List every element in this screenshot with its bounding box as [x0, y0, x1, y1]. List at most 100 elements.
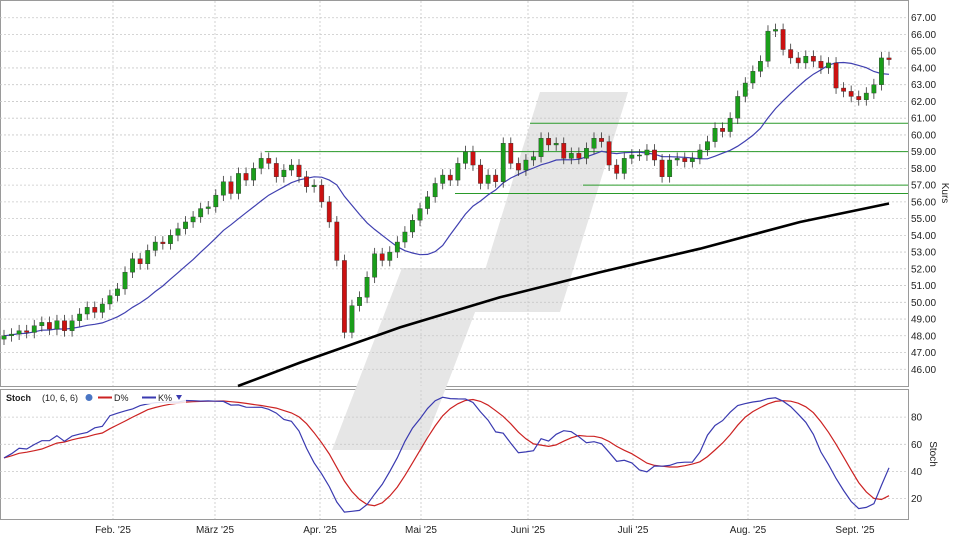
price-tick-label: 62.00 [911, 97, 936, 108]
candle-body [599, 138, 604, 142]
candle [795, 52, 801, 69]
candle-body [319, 184, 325, 203]
candle [833, 57, 839, 94]
candle-body [515, 163, 521, 171]
legend-dropdown-icon [176, 395, 182, 400]
candle [115, 283, 120, 302]
candle-body [682, 158, 688, 162]
price-tick-label: 57.00 [911, 181, 936, 192]
price-axis: 46.00 47.00 48.00 49.00 50.00 51.00 52.00 53.00… [911, 13, 936, 376]
candle-body [795, 57, 801, 64]
candle [183, 216, 188, 235]
candle [546, 132, 552, 151]
price-tick-label: 65.00 [911, 47, 936, 58]
candle [190, 211, 196, 228]
candle [863, 87, 869, 106]
candle-body [614, 164, 620, 174]
candle-body [379, 253, 385, 261]
candle [599, 132, 604, 148]
candle-body [810, 56, 816, 62]
candle-body [341, 260, 347, 333]
candle [773, 23, 778, 37]
candle-body [137, 258, 143, 265]
price-tick-label: 47.00 [911, 348, 936, 359]
candle [689, 152, 695, 168]
candle [614, 159, 620, 180]
candle-body [372, 253, 378, 278]
candle [394, 236, 400, 258]
candle [220, 175, 226, 202]
candle-body [788, 49, 794, 59]
candle [410, 214, 415, 238]
candle-body [493, 174, 499, 182]
candle [515, 157, 521, 176]
candle-body [576, 153, 582, 159]
candle-body [425, 196, 430, 209]
candle [553, 137, 559, 151]
candle [848, 85, 854, 103]
candle-body [455, 163, 461, 181]
price-tick-label: 52.00 [911, 264, 936, 275]
candle-body [523, 159, 529, 171]
candle-body [674, 158, 680, 161]
stoch-tick-label: 20 [911, 494, 923, 505]
candle [485, 169, 491, 190]
candle [99, 298, 105, 319]
candle-body [841, 87, 847, 92]
candle [122, 266, 128, 295]
candle [697, 144, 703, 165]
candle-body [251, 168, 257, 181]
candle-body [440, 174, 446, 184]
candle [372, 247, 378, 284]
candle [523, 154, 529, 176]
candle [31, 319, 37, 339]
candle-body [826, 62, 831, 69]
candle [432, 177, 438, 203]
candle-body [122, 271, 128, 290]
stoch-panel-frame [0, 389, 909, 520]
candle-body [220, 181, 226, 196]
candle [493, 169, 499, 188]
candle [402, 226, 408, 248]
candle [674, 152, 680, 166]
candle-body [735, 96, 741, 119]
candle-body [432, 183, 438, 198]
candle-body [417, 208, 423, 221]
candle [198, 202, 204, 223]
candle-body [266, 158, 272, 164]
candle [160, 236, 166, 250]
candle [349, 299, 355, 339]
candle [168, 229, 173, 250]
candle-body [334, 221, 340, 261]
candle-body [803, 56, 809, 64]
candle [818, 55, 824, 74]
candle-body [705, 141, 710, 151]
candle [137, 252, 143, 270]
candle-body [531, 156, 536, 161]
price-tick-label: 60.00 [911, 130, 936, 141]
candle [758, 55, 763, 78]
candle [652, 144, 657, 166]
price-tick-label: 46.00 [911, 365, 936, 376]
candle-body [470, 151, 476, 166]
candle [341, 254, 347, 339]
candle-body [69, 320, 75, 331]
stoch-legend: Stoch (10, 6, 6) D% K% [2, 391, 186, 404]
candle-body [84, 307, 90, 315]
candle [296, 159, 302, 183]
candle-body [447, 174, 453, 181]
stoch-legend-k: K% [158, 393, 172, 403]
candle-body [92, 307, 98, 313]
candle [841, 82, 847, 98]
candle-body [326, 201, 332, 223]
candle-body [168, 235, 173, 244]
price-tick-label: 56.00 [911, 197, 936, 208]
candle [92, 301, 98, 319]
candle [311, 179, 317, 193]
candle-body [304, 176, 309, 188]
candle-body [818, 61, 824, 69]
candle [463, 145, 468, 170]
candle-body [561, 143, 567, 159]
candle-body [546, 138, 552, 146]
